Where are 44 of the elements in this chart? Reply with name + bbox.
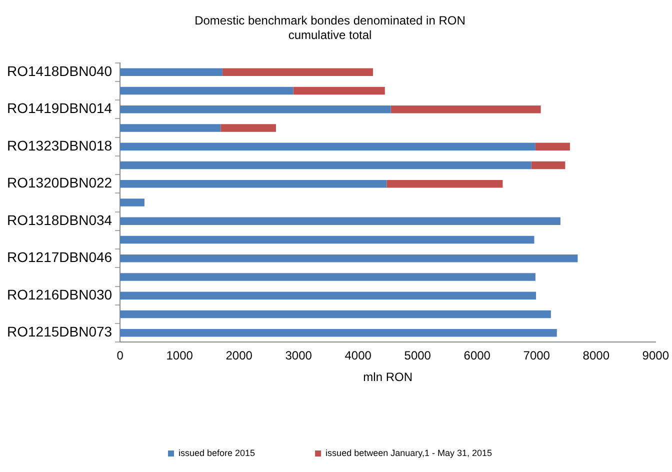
x-tick-label: 6000 [464, 348, 491, 363]
bar [120, 124, 221, 132]
y-tick-label: RO1215DBN073 [7, 324, 112, 340]
y-tick-label: RO1320DBN022 [7, 174, 112, 191]
x-axis-title: mln RON [363, 370, 413, 384]
bar [120, 198, 144, 206]
bar [120, 292, 536, 300]
bar [293, 86, 385, 95]
x-tick-label: 3000 [285, 348, 312, 363]
bar [120, 236, 534, 244]
bar [220, 124, 276, 132]
bar [531, 161, 566, 170]
x-tick-label: 5000 [404, 348, 432, 363]
bar [120, 105, 391, 114]
bar [120, 180, 387, 188]
y-tick-label: RO1323DBN018 [7, 137, 112, 154]
bar [120, 142, 536, 151]
bar [535, 142, 570, 151]
x-tick-label: 0 [116, 348, 124, 363]
bar [390, 105, 541, 114]
x-tick-label: 7000 [523, 348, 550, 363]
bar [120, 328, 557, 337]
legend-label: issued before 2015 [178, 448, 256, 458]
y-tick-label: RO1419DBN014 [7, 100, 112, 116]
y-tick-label: RO1217DBN046 [7, 249, 112, 266]
bar [120, 86, 294, 95]
x-tick-label: 8000 [582, 348, 610, 363]
chart-title: Domestic benchmark bondes denominated in RON cumulative total [194, 14, 466, 42]
x-tick-label: 9000 [642, 348, 670, 363]
bar [120, 310, 551, 318]
bar [222, 68, 373, 76]
legend-label: issued between January,1 - May 31, 2015 [326, 448, 492, 458]
bar [120, 161, 532, 170]
y-tick-label: RO1216DBN030 [7, 286, 112, 302]
x-tick-label: 2000 [226, 348, 253, 363]
bar [120, 273, 536, 281]
bar [120, 68, 222, 76]
x-tick-label: 1000 [166, 348, 194, 363]
y-tick-label: RO1418DBN040 [7, 62, 112, 79]
bar [120, 254, 578, 262]
bar [386, 180, 503, 188]
x-tick-label: 4000 [344, 348, 372, 363]
y-tick-label: RO1318DBN034 [7, 212, 112, 228]
bar [120, 217, 560, 226]
